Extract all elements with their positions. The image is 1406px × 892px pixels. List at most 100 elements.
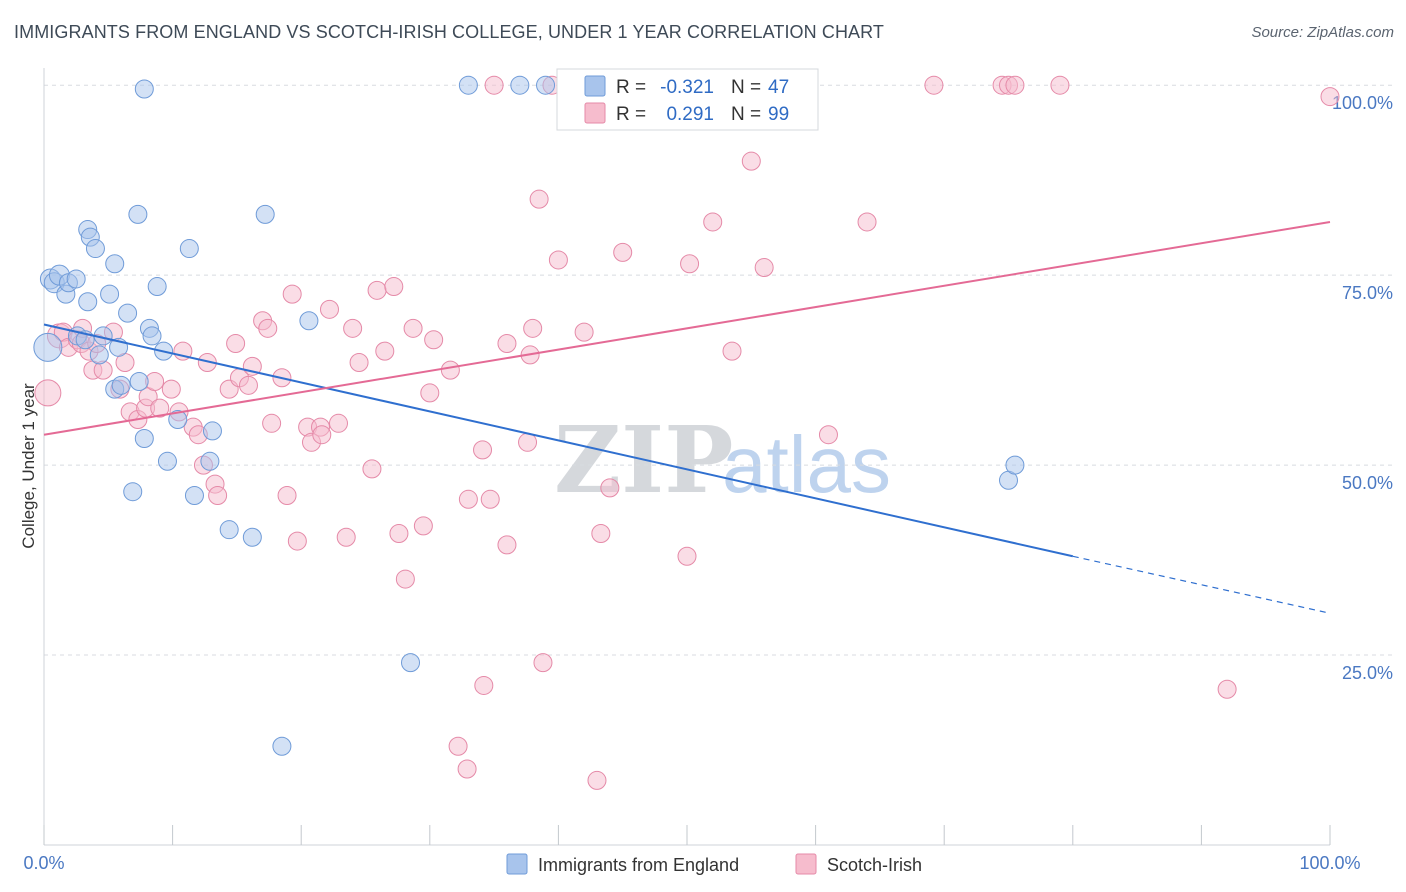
scotch-irish-trend-line	[43, 220, 1331, 436]
scotch-irish-point	[1050, 75, 1070, 95]
scotch-irish-point	[1217, 679, 1237, 699]
stats-swatch-scotch-irish	[584, 102, 606, 124]
scotch-irish-point	[367, 280, 387, 300]
england-point	[272, 736, 292, 756]
x-axis-ticks	[43, 825, 1331, 845]
england-point	[184, 485, 204, 505]
scotch-irish-point	[226, 334, 246, 354]
scotch-irish-point	[818, 425, 838, 445]
stats-n-label-scotch-irish: N =	[731, 104, 761, 125]
scotch-irish-point	[473, 440, 493, 460]
scotch-irish-point	[375, 341, 395, 361]
stats-r-label-scotch-irish: R =	[616, 104, 646, 125]
y-tick-label-75: 75.0%	[1342, 283, 1393, 303]
scotch-irish-point	[424, 330, 444, 350]
scotch-irish-point	[754, 258, 774, 278]
scotch-irish-point	[328, 413, 348, 433]
england-point	[157, 451, 177, 471]
england-point	[536, 75, 556, 95]
scotch-irish-point	[336, 527, 356, 547]
chart-legend: Immigrants from England Scotch-Irish	[506, 853, 922, 875]
scotch-irish-point	[574, 322, 594, 342]
england-trend-line	[43, 323, 1074, 558]
england-point	[401, 653, 421, 673]
x-tick-label-max: 100.0%	[1299, 853, 1360, 873]
england-point	[85, 239, 105, 259]
scotch-irish-point	[282, 284, 302, 304]
scotch-irish-point	[497, 535, 517, 555]
scotch-irish-point	[238, 375, 258, 395]
scotch-irish-point	[349, 353, 369, 373]
england-point	[128, 204, 148, 224]
england-point	[118, 303, 138, 323]
scotch-irish-point	[497, 334, 517, 354]
scotch-irish-point	[741, 151, 761, 171]
y-tick-label-25: 25.0%	[1342, 663, 1393, 683]
stats-swatch-england	[584, 75, 606, 97]
scotch-irish-point	[474, 675, 494, 695]
legend-swatch-scotch-irish	[795, 853, 817, 875]
england-points	[33, 75, 1025, 756]
scotch-irish-point	[533, 653, 553, 673]
y-tick-labels: 25.0% 50.0% 75.0% 100.0%	[1332, 93, 1393, 683]
scotch-irish-point	[924, 75, 944, 95]
england-point	[1005, 455, 1025, 475]
england-point	[123, 482, 143, 502]
y-axis-label: College, Under 1 year	[19, 383, 38, 549]
scotch-irish-point	[600, 478, 620, 498]
england-point	[66, 269, 86, 289]
y-tick-label-50: 50.0%	[1342, 473, 1393, 493]
england-point	[299, 311, 319, 331]
england-point	[458, 75, 478, 95]
scotch-irish-point	[208, 485, 228, 505]
legend-swatch-england	[506, 853, 528, 875]
scotch-irish-point	[591, 523, 611, 543]
scotch-irish-point	[587, 770, 607, 790]
stats-n-value-scotch-irish: 99	[768, 104, 789, 125]
scotch-irish-point	[319, 299, 339, 319]
trend-lines	[43, 220, 1331, 614]
scotch-irish-point	[680, 254, 700, 274]
watermark: ZIP atlas	[554, 406, 891, 514]
scotch-irish-point	[312, 425, 332, 445]
scotch-irish-point	[420, 383, 440, 403]
england-point	[129, 372, 149, 392]
legend-label-england: Immigrants from England	[538, 855, 739, 875]
scotch-irish-point	[403, 318, 423, 338]
england-point	[202, 421, 222, 441]
england-point	[219, 520, 239, 540]
scotch-irish-point	[457, 759, 477, 779]
scotch-irish-point	[703, 212, 723, 232]
england-point	[78, 292, 98, 312]
england-point	[255, 204, 275, 224]
england-point	[168, 410, 188, 430]
england-point	[134, 79, 154, 99]
x-tick-label-min: 0.0%	[23, 853, 64, 873]
stats-r-value-scotch-irish: 0.291	[666, 104, 714, 125]
scotch-irish-point	[857, 212, 877, 232]
stats-legend-box: R = -0.321 N = 47 R = 0.291 N = 99	[556, 68, 819, 131]
england-point	[33, 332, 63, 362]
source-credit: Source: ZipAtlas.com	[1251, 24, 1394, 41]
chart-title: IMMIGRANTS FROM ENGLAND VS SCOTCH-IRISH …	[14, 22, 885, 42]
scotch-irish-point	[150, 398, 170, 418]
scotch-irish-point	[613, 242, 633, 262]
scotch-irish-point	[480, 489, 500, 509]
scotch-irish-point	[395, 569, 415, 589]
scotch-irish-point	[1320, 87, 1340, 107]
scotch-irish-point	[277, 485, 297, 505]
stats-r-value-england: -0.321	[660, 77, 714, 98]
scotch-irish-point	[458, 489, 478, 509]
england-point	[89, 345, 109, 365]
england-point	[105, 254, 125, 274]
scotch-irish-point	[484, 75, 504, 95]
england-point	[142, 326, 162, 346]
scotch-irish-point	[258, 318, 278, 338]
scotch-irish-point	[287, 531, 307, 551]
scotch-irish-point	[384, 277, 404, 297]
england-point	[242, 527, 262, 547]
stats-r-label-england: R =	[616, 77, 646, 98]
england-trend-projection	[1072, 555, 1331, 614]
scotch-irish-point	[518, 432, 538, 452]
